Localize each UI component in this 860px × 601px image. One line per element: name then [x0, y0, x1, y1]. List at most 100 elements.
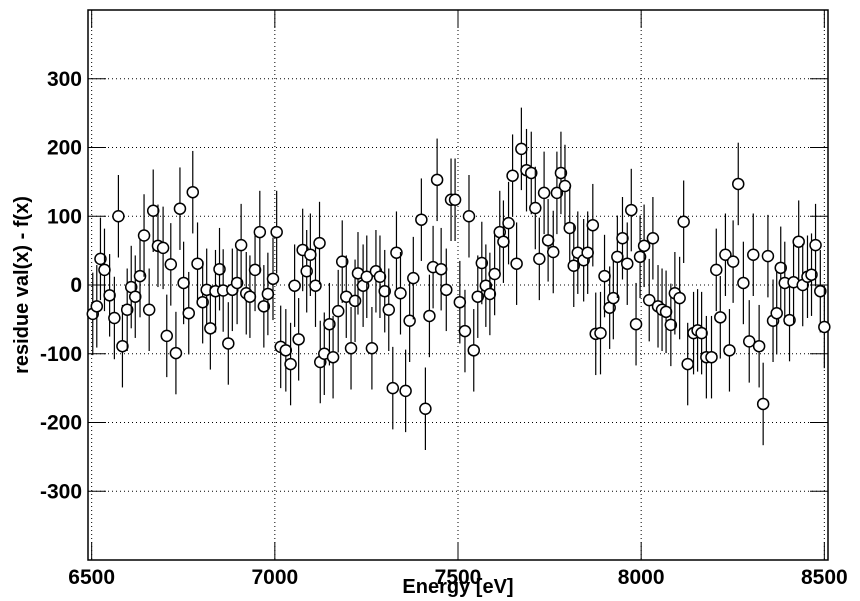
- data-point: [629, 317, 643, 331]
- data-point: [142, 303, 156, 316]
- data-point: [173, 202, 187, 215]
- data-point: [360, 270, 374, 283]
- data-point: [723, 344, 736, 357]
- data-point: [467, 344, 481, 357]
- data-point: [620, 257, 634, 270]
- data-point: [633, 250, 647, 264]
- data-point: [761, 249, 775, 263]
- data-point: [554, 166, 568, 180]
- data-point: [108, 311, 121, 325]
- data-point: [488, 267, 501, 281]
- data-point: [752, 339, 766, 353]
- data-point: [382, 303, 396, 316]
- data-point: [567, 259, 581, 272]
- data-point: [292, 333, 305, 346]
- data-point: [94, 252, 107, 266]
- data-point: [323, 317, 336, 331]
- data-point: [483, 287, 497, 301]
- data-point: [642, 293, 656, 307]
- data-point: [809, 238, 822, 252]
- data-point: [462, 210, 476, 223]
- data-point: [309, 279, 322, 292]
- data-point: [774, 261, 787, 275]
- data-point: [98, 263, 111, 277]
- y-axis-title: residue val(x) - f(x): [11, 196, 33, 374]
- data-point: [160, 329, 174, 343]
- y-tick-label: 300: [47, 68, 82, 91]
- data-point: [394, 287, 407, 300]
- data-point: [814, 284, 827, 298]
- data-point: [434, 262, 448, 276]
- data-point: [497, 235, 510, 248]
- data-point: [558, 179, 572, 193]
- data-point: [742, 335, 756, 348]
- data-point: [248, 263, 262, 277]
- data-point: [313, 236, 326, 250]
- data-point: [607, 291, 620, 305]
- x-tick-label: 7000: [251, 566, 298, 589]
- data-point: [805, 268, 818, 281]
- x-tick-label: 6500: [68, 566, 115, 589]
- data-point: [288, 279, 301, 292]
- data-point: [191, 257, 204, 270]
- data-point: [673, 291, 686, 305]
- data-point: [714, 311, 727, 324]
- data-point: [756, 397, 770, 411]
- data-point: [510, 257, 523, 270]
- data-point: [335, 255, 349, 268]
- data-point: [331, 304, 345, 318]
- data-point: [204, 322, 217, 335]
- y-tick-label: -200: [40, 412, 82, 435]
- data-point: [386, 381, 400, 395]
- data-point: [177, 276, 190, 290]
- data-point: [423, 309, 436, 323]
- data-point: [253, 225, 267, 239]
- data-point: [546, 245, 560, 259]
- data-point: [719, 248, 732, 261]
- data-point: [234, 238, 248, 252]
- data-point: [616, 232, 629, 245]
- data-point: [581, 246, 594, 259]
- data-point: [598, 269, 611, 283]
- data-point: [541, 234, 555, 247]
- data-point: [525, 166, 538, 180]
- data-point: [116, 339, 129, 353]
- data-point: [304, 248, 317, 261]
- data-point: [515, 142, 528, 156]
- data-point: [783, 313, 796, 327]
- data-point: [506, 169, 519, 182]
- data-point: [230, 276, 244, 290]
- data-point: [243, 290, 257, 303]
- data-point: [419, 402, 432, 415]
- data-point: [257, 300, 271, 313]
- data-point: [625, 203, 638, 217]
- data-point: [300, 265, 313, 278]
- data-point: [681, 357, 694, 371]
- x-tick-label: 8000: [618, 566, 665, 589]
- y-tick-label: -300: [40, 480, 82, 503]
- data-point: [550, 186, 564, 200]
- data-point: [586, 218, 600, 232]
- data-point: [637, 239, 651, 253]
- data-point: [677, 215, 690, 228]
- data-point: [344, 342, 358, 355]
- y-tick-label: 200: [47, 137, 82, 160]
- data-point: [222, 337, 235, 350]
- data-point: [726, 255, 740, 268]
- data-point: [373, 270, 387, 283]
- y-tick-label: -100: [40, 343, 82, 366]
- data-point: [169, 346, 183, 360]
- data-point: [529, 201, 542, 215]
- data-point: [399, 384, 412, 398]
- data-point: [137, 229, 151, 242]
- data-point: [533, 252, 546, 266]
- data-point: [270, 225, 283, 239]
- data-point: [453, 295, 467, 309]
- data-point: [731, 177, 745, 191]
- data-point: [129, 290, 142, 303]
- data-point: [440, 283, 453, 297]
- data-point: [475, 256, 489, 270]
- data-point: [390, 246, 403, 259]
- data-point: [792, 235, 805, 248]
